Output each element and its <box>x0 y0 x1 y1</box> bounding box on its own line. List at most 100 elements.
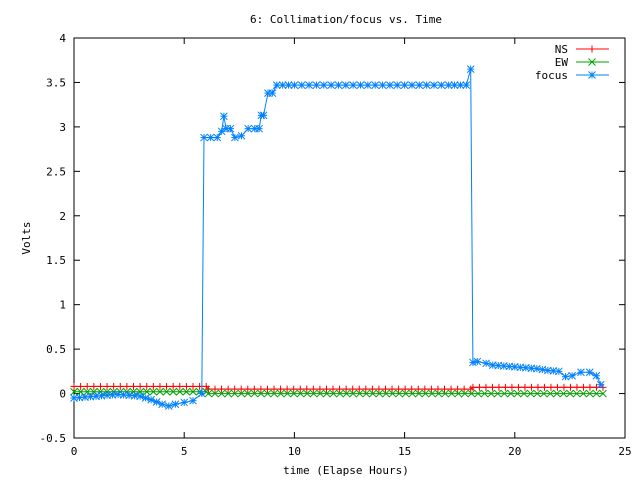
data-point <box>560 383 568 391</box>
data-point <box>454 389 463 398</box>
data-point <box>224 385 232 393</box>
data-point <box>255 124 263 133</box>
data-point <box>217 389 226 398</box>
data-point <box>539 389 548 398</box>
data-point <box>70 382 78 390</box>
y-tick-label: 1 <box>59 299 66 312</box>
data-point <box>83 382 91 390</box>
data-point <box>309 389 318 398</box>
data-point <box>189 382 197 390</box>
data-point <box>296 385 304 393</box>
data-point <box>526 389 535 398</box>
data-point <box>378 81 387 89</box>
data-point <box>349 385 357 393</box>
data-point <box>356 81 365 89</box>
data-point <box>586 383 594 391</box>
data-point <box>250 389 259 398</box>
data-point <box>393 81 402 89</box>
data-point <box>237 389 246 398</box>
data-point <box>180 398 189 407</box>
y-tick-label: 3.5 <box>46 76 66 89</box>
data-point <box>327 81 335 89</box>
data-point <box>364 81 372 89</box>
x-axis-label: time (Elapse Hours) <box>283 464 409 477</box>
data-point <box>500 389 509 398</box>
data-point <box>189 396 197 405</box>
data-point <box>382 389 390 398</box>
legend-label: NS <box>555 43 568 56</box>
y-tick-label: 3 <box>59 121 66 134</box>
data-point <box>381 385 389 393</box>
series-line <box>73 68 602 407</box>
data-point <box>440 385 448 393</box>
data-point <box>434 385 442 393</box>
data-point <box>400 81 409 89</box>
data-point <box>501 383 509 391</box>
data-point <box>263 389 272 398</box>
data-point <box>316 389 325 398</box>
data-point <box>487 389 496 398</box>
data-point <box>422 81 431 89</box>
data-point <box>169 387 178 396</box>
data-point <box>231 133 239 142</box>
data-point <box>368 389 377 398</box>
data-point <box>237 131 246 140</box>
data-point <box>585 389 594 398</box>
data-point <box>447 389 456 398</box>
series-ew <box>70 387 607 398</box>
data-point <box>309 385 317 393</box>
data-point <box>508 383 516 391</box>
data-point <box>156 387 164 396</box>
data-point <box>224 389 233 398</box>
data-point <box>592 371 601 380</box>
data-point <box>534 383 542 391</box>
data-point <box>375 385 383 393</box>
data-point <box>546 389 555 398</box>
data-point <box>149 387 158 396</box>
x-tick-label: 0 <box>71 445 78 458</box>
x-tick-label: 5 <box>181 445 188 458</box>
data-point <box>156 382 164 390</box>
data-point <box>579 389 588 398</box>
data-point <box>189 387 197 396</box>
data-point <box>527 383 535 391</box>
data-point <box>250 385 258 393</box>
data-point <box>579 383 587 391</box>
data-point <box>276 389 285 398</box>
data-point <box>263 385 271 393</box>
data-point <box>401 385 409 393</box>
data-point <box>408 389 417 398</box>
data-point <box>388 385 396 393</box>
y-tick-label: 4 <box>59 32 66 45</box>
data-point <box>349 389 357 398</box>
data-point <box>342 385 350 393</box>
data-point <box>520 389 528 398</box>
data-point <box>482 383 490 391</box>
y-tick-label: 0.5 <box>46 343 66 356</box>
data-point <box>513 389 522 398</box>
x-tick-label: 20 <box>508 445 521 458</box>
data-point <box>182 382 190 390</box>
data-point <box>421 385 429 393</box>
data-point <box>257 385 265 393</box>
legend-marker <box>588 58 596 66</box>
data-point <box>143 382 151 390</box>
data-point <box>141 394 150 402</box>
data-point <box>577 368 585 377</box>
data-point <box>401 389 410 398</box>
data-point <box>386 81 394 89</box>
plot-frame <box>73 37 626 439</box>
data-point <box>437 81 446 89</box>
data-point <box>533 389 542 398</box>
data-point <box>103 387 111 396</box>
data-point <box>427 385 435 393</box>
data-point <box>414 385 422 393</box>
data-point <box>467 389 476 398</box>
data-point <box>368 385 376 393</box>
data-point <box>371 81 380 89</box>
data-point <box>475 383 483 391</box>
data-point <box>430 81 438 89</box>
data-point <box>163 382 171 390</box>
series-layer <box>70 65 607 410</box>
